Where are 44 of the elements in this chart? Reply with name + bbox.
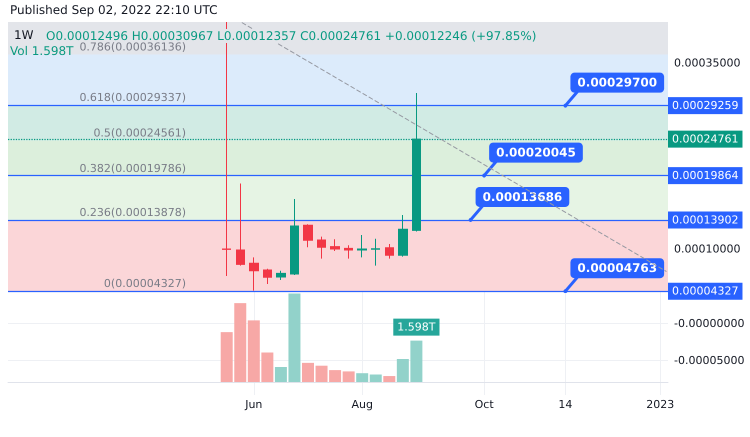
text: Published Sep 02, 2022 22:10 UTC [10,3,218,17]
candlestick [317,236,326,260]
annotation: 0.00013686 [482,190,562,204]
annotation: 0.786(0.00036136) [79,40,186,54]
candlestick [330,238,340,252]
x-tick-label: Oct [474,398,494,411]
candlestick [263,268,272,284]
candlestick [344,244,353,260]
bar [220,332,233,382]
data-label: 1.598T [397,320,436,334]
candlestick [236,182,245,266]
candlestick [357,234,367,258]
annotation: 0.5(0.00024561) [93,126,186,140]
x-tick-label: Aug [351,398,373,411]
ref-line-label: 0.00019864 [672,169,738,182]
annotation: 0.236(0.00013878) [79,206,186,220]
y-tick-label: -0.00000000 [674,316,744,330]
ref-line-label: 0.00024761 [672,132,738,146]
ref-line-label: 0.00013902 [672,213,738,226]
y-tick-label: 0.00010000 [674,242,740,256]
text: O0.00012496 H0.00030967 L0.00012357 C0.00024761 +0.00012246 (+97.85%) [46,29,536,43]
annotation: Vol 1.598T [10,44,74,58]
annotation: 0.00004763 [577,261,658,276]
candlestick [290,198,299,276]
y-tick-label: -0.00005000 [674,354,744,368]
candlestick [385,244,394,260]
candlestick [371,238,380,266]
text: 1W [14,28,34,42]
ref-line-label: 0.00004327 [672,284,738,298]
candlestick [303,224,313,248]
annotation: 0.00020045 [496,146,576,160]
x-tick-label: 14 [558,398,572,411]
x-tick-label: Jun [244,398,262,411]
candlestick [249,256,259,292]
x-tick-label: 2023 [646,398,674,411]
y-tick-label: 0.00035000 [674,56,740,70]
candlestick [276,270,286,281]
annotation: 0(0.00004327) [104,277,186,290]
annotation: 0.618(0.00029337) [79,91,186,104]
candlestick [398,214,408,258]
ref-line-label: 0.00029259 [672,99,738,112]
annotation: 0.382(0.00019786) [79,162,186,176]
annotation: 0.00029700 [577,76,658,90]
bar [383,376,396,382]
